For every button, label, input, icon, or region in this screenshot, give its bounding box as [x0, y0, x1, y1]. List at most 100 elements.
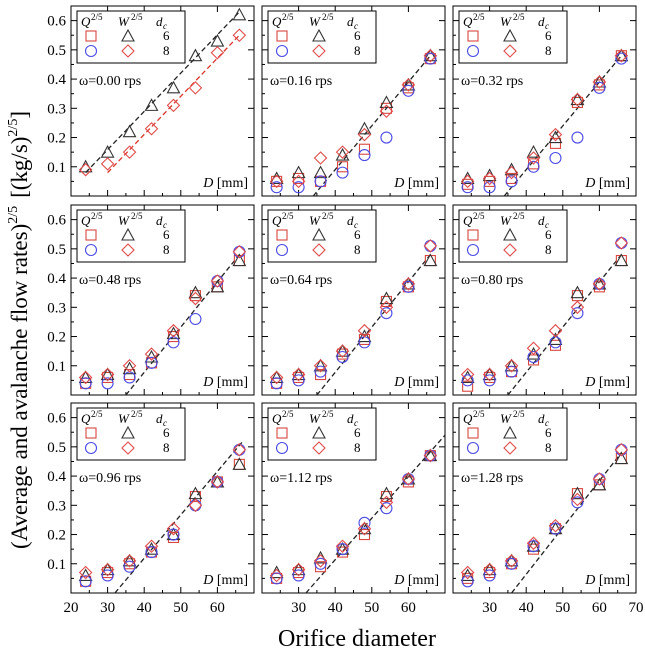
legend-marker-circle: [466, 44, 480, 58]
data-point-triangle: [570, 92, 585, 106]
fit-line: [305, 434, 445, 593]
legend-header-dc: d: [156, 411, 163, 426]
legend-marker-square: [85, 229, 97, 241]
legend-marker-triangle: [503, 425, 517, 439]
legend-header-w: W: [118, 14, 130, 29]
data-point-triangle: [313, 358, 328, 372]
data-point-circle: [101, 377, 114, 390]
data-point-diamond: [100, 367, 115, 382]
data-point-circle: [461, 575, 474, 588]
legend-row-8: 8: [354, 440, 361, 455]
data-point-triangle: [614, 451, 629, 465]
panel-x-label-unit: [mm]: [599, 573, 630, 588]
data-point-diamond: [122, 358, 137, 373]
data-point-diamond: [188, 81, 203, 95]
y-tick-label: 0.1: [47, 160, 66, 176]
data-point-circle: [402, 84, 415, 97]
x-tick-label: 30: [100, 600, 115, 616]
fit-line: [125, 254, 240, 395]
y-tick-label: 0.4: [47, 469, 66, 485]
fit-line: [312, 55, 431, 196]
data-point-diamond: [335, 344, 350, 358]
data-point-diamond: [526, 536, 541, 551]
y-tick-label: 0.2: [47, 131, 66, 147]
legend-row-6: 6: [163, 28, 170, 43]
legend-marker-diamond: [503, 243, 517, 257]
data-point-square: [358, 528, 371, 541]
y-tick-label: 0.4: [47, 72, 66, 88]
data-point-triangle: [100, 367, 115, 381]
data-point-diamond: [504, 165, 519, 180]
x-axis-label: Orifice diameter: [278, 626, 436, 652]
data-point-triangle: [504, 553, 519, 567]
legend: Q 2/5 W 2/5 d c68: [458, 407, 568, 461]
data-point-triangle: [144, 98, 159, 111]
data-point-diamond: [592, 472, 607, 486]
data-point-circle: [571, 307, 584, 320]
data-point-diamond: [548, 518, 563, 533]
data-point-circle: [145, 356, 158, 369]
data-point-triangle: [526, 346, 541, 360]
data-point-diamond: [269, 370, 284, 385]
legend-header-dc: d: [347, 213, 354, 228]
legend-marker-square: [276, 427, 288, 439]
legend-row-6: 6: [354, 425, 361, 440]
data-point-diamond: [100, 157, 115, 171]
data-point-diamond: [379, 104, 394, 119]
panel-x-label-var: D: [584, 573, 599, 588]
y-tick-label: 0.3: [47, 300, 66, 316]
legend-header-q: Q: [81, 14, 91, 29]
legend-marker-diamond: [312, 243, 326, 257]
y-tick-label: 0.3: [47, 101, 66, 117]
data-point-triangle: [100, 562, 115, 576]
y-tick-label: 0.4: [47, 271, 66, 287]
legend-header-w: W: [309, 411, 321, 426]
data-point-triangle: [210, 279, 225, 293]
legend-header-w-exp: 2/5: [131, 211, 143, 221]
legend-marker-circle: [466, 441, 480, 455]
legend-row-8: 8: [354, 242, 361, 257]
legend-header-dc: d: [347, 14, 354, 29]
legend-header-q: Q: [272, 411, 282, 426]
legend-header-q: Q: [463, 411, 473, 426]
legend-header-q-exp: 2/5: [282, 211, 294, 221]
data-point-diamond: [232, 244, 247, 259]
legend-header-w-exp: 2/5: [131, 409, 143, 419]
data-point-diamond: [504, 554, 519, 568]
data-point-diamond: [379, 495, 394, 510]
data-point-circle: [380, 131, 393, 144]
y-axis-label: (Average and avalanche flow rates)2/5[(k…: [6, 111, 32, 549]
data-point-diamond: [570, 492, 585, 507]
omega-label: ω=0.96 rps: [79, 471, 141, 486]
data-point-diamond: [269, 174, 284, 189]
y-tick-label: 0.1: [47, 359, 66, 375]
panel-ticks: [71, 204, 254, 395]
legend-header-dc-sub: c: [545, 220, 549, 230]
data-point-circle: [292, 569, 305, 582]
panel-x-label-unit: [mm]: [408, 573, 439, 588]
panel-x-label-var: D: [202, 176, 217, 191]
data-markers: [269, 448, 438, 585]
data-point-circle: [336, 166, 349, 179]
legend-marker-circle: [466, 243, 480, 257]
data-point-circle: [189, 312, 202, 326]
data-point-diamond: [291, 367, 306, 382]
legend: Q 2/5 W 2/5 d c68: [458, 10, 568, 64]
data-point-diamond: [504, 358, 519, 373]
legend: Q 2/5 W 2/5 d c68: [76, 209, 186, 263]
data-point-circle: [123, 560, 136, 573]
data-point-circle: [270, 181, 283, 194]
x-tick-labels: 20 30 40 50 60 30 40 50 60 30 40 50 60 70: [64, 600, 644, 616]
y-tick-label: 0.2: [47, 528, 66, 544]
x-tick-label: 40: [328, 600, 343, 616]
omega-label: ω=1.28 rps: [461, 471, 523, 486]
legend-row-6: 6: [354, 227, 361, 242]
x-tick-label: 60: [401, 600, 416, 616]
data-point-diamond: [401, 472, 416, 486]
legend: Q 2/5 W 2/5 d c68: [76, 407, 186, 461]
data-point-square: [293, 172, 305, 185]
data-point-diamond: [482, 367, 497, 382]
